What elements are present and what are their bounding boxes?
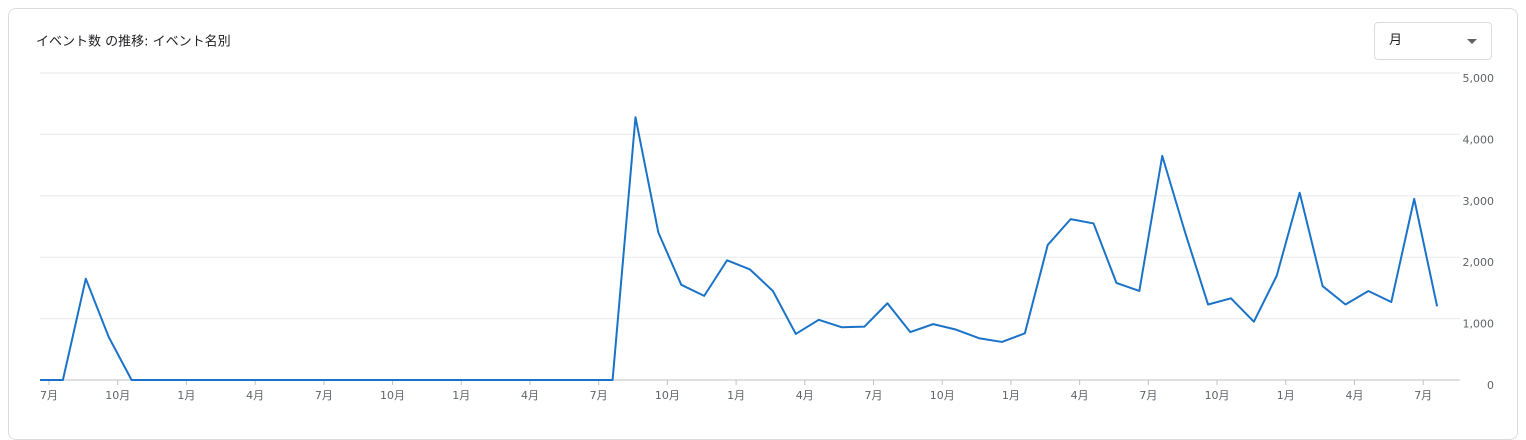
y-tick-label: 0: [1487, 379, 1494, 392]
x-tick-label: 4月: [1345, 389, 1363, 402]
x-tick-label: 7月: [590, 389, 608, 402]
page: イベント数 の推移: イベント名別 0 1,000 2,000 3,000 4,000 5…: [8, 8, 1518, 440]
x-tick-label: 7月: [40, 389, 58, 402]
x-tick-label: 7月: [1139, 389, 1157, 402]
y-tick-label: 3,000: [1463, 195, 1495, 208]
series-line: [40, 116, 1439, 381]
x-tick-label: 7月: [865, 389, 883, 402]
x-tick-label: 4月: [521, 389, 539, 402]
x-tick-label: 10月: [1205, 389, 1230, 402]
chart-title: イベント数 の推移: イベント名別: [36, 34, 231, 50]
y-tick-label: 4,000: [1463, 133, 1495, 146]
y-tick-label: 1,000: [1463, 318, 1495, 331]
period-dropdown[interactable]: 月: [1374, 22, 1492, 60]
y-tick-label: 5,000: [1463, 72, 1495, 85]
x-tick-label: 1月: [177, 389, 195, 402]
x-tick-label: 1月: [1277, 389, 1295, 402]
x-tick-label: 1月: [727, 389, 745, 402]
x-tick-label: 4月: [246, 389, 264, 402]
x-tick-label: 4月: [1071, 389, 1089, 402]
y-tick-label: 2,000: [1463, 256, 1495, 269]
x-tick-label: 1月: [1002, 389, 1020, 402]
x-tick-label: 10月: [930, 389, 955, 402]
period-label: 月: [1389, 33, 1403, 48]
x-tick-label: 7月: [315, 389, 333, 402]
dropdown-arrow: [1467, 39, 1477, 44]
x-tick-label: 10月: [655, 389, 680, 402]
x-tick-label: 4月: [796, 389, 814, 402]
x-tick-label: 10月: [105, 389, 130, 402]
x-tick-label: 7月: [1414, 389, 1432, 402]
x-tick-label: 1月: [452, 389, 470, 402]
chart: イベント数 の推移: イベント名別 0 1,000 2,000 3,000 4,000 5…: [36, 34, 1495, 403]
x-tick-label: 10月: [380, 389, 405, 402]
